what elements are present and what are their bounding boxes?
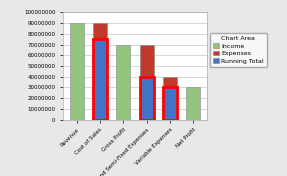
Bar <box>186 87 200 120</box>
Bar <box>70 23 84 120</box>
Bar <box>139 45 154 120</box>
Bar <box>93 39 107 120</box>
Legend: Income, Expenses, Running Total: Income, Expenses, Running Total <box>210 33 267 67</box>
Bar <box>163 77 177 120</box>
Bar <box>139 77 154 120</box>
Bar <box>163 87 177 120</box>
Bar <box>116 45 130 120</box>
Bar <box>93 23 107 120</box>
